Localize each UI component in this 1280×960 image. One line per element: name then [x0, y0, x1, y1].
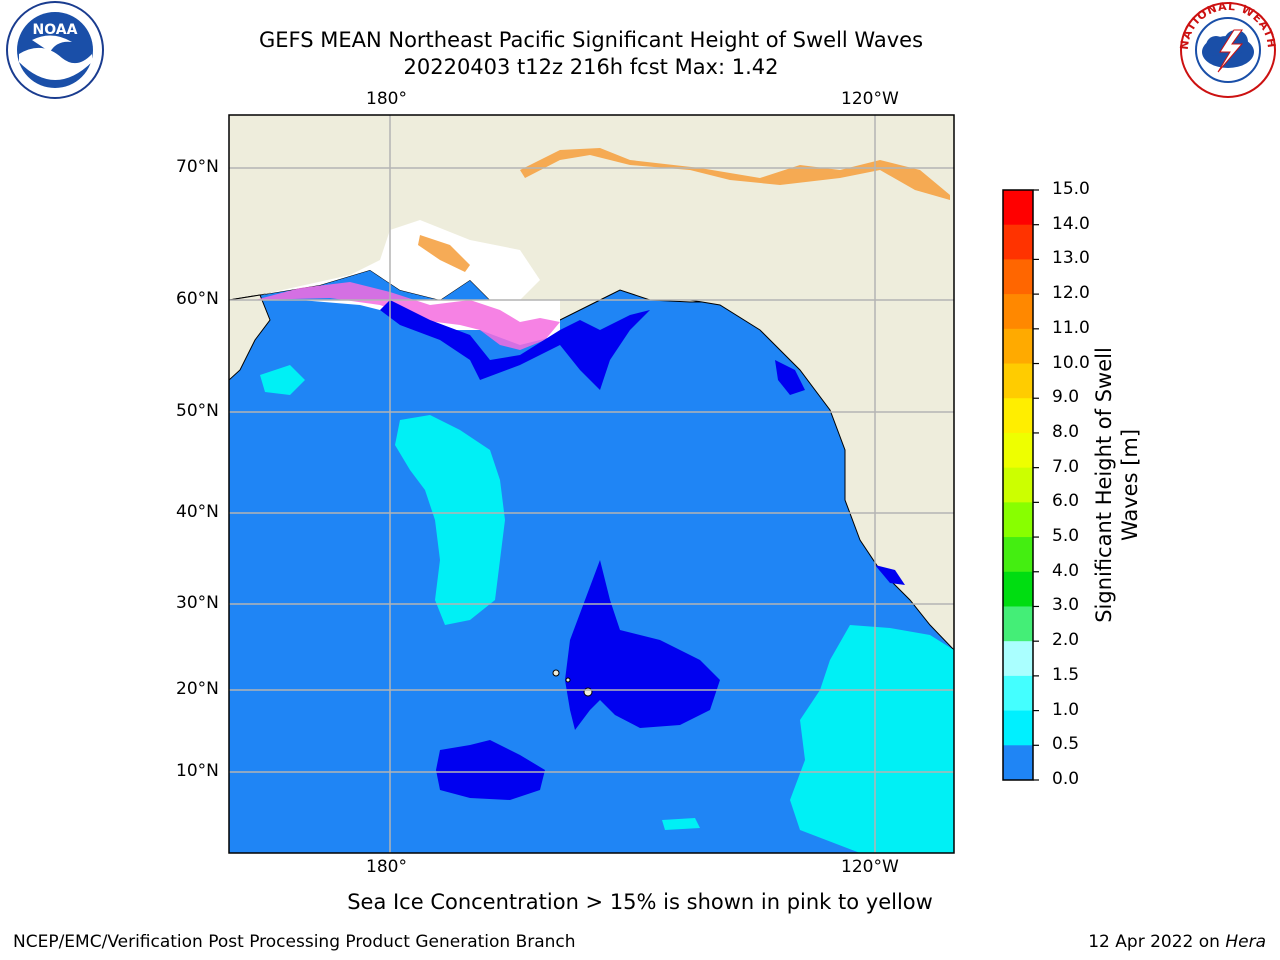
- colorbar-segment: [1003, 467, 1033, 503]
- colorbar-segment: [1003, 502, 1033, 538]
- colorbar-tick-label: 12.0: [1052, 283, 1090, 304]
- footer-host: Hera: [1225, 932, 1266, 952]
- colorbar-tick-label: 0.5: [1052, 734, 1080, 755]
- colorbar-tick-label: 15.0: [1052, 179, 1090, 199]
- colorbar-segment: [1003, 432, 1033, 469]
- colorbar-tick-label: 6.0: [1052, 491, 1080, 512]
- low-swell-coast-mexico: [875, 565, 905, 585]
- lon-label-top-180: 180°: [366, 89, 407, 109]
- colorbar-tick-label: 5.0: [1052, 526, 1080, 547]
- lat-label-70n: 70°N: [176, 157, 219, 177]
- colorbar-tick-label: 1.0: [1052, 699, 1080, 720]
- colorbar-segment: [1003, 363, 1033, 399]
- colorbar-segment: [1003, 224, 1033, 260]
- lat-label-40n: 40°N: [176, 502, 219, 522]
- colorbar-tick-label: 1.5: [1052, 664, 1080, 685]
- low-swell-central: [436, 740, 545, 800]
- colorbar-frame: [1002, 189, 1034, 781]
- noaa-logo: NOAA: [6, 1, 104, 99]
- map-frame: [228, 114, 955, 854]
- svg-text:NOAA: NOAA: [33, 22, 78, 38]
- island: [565, 677, 571, 683]
- footer-date: 12 Apr 2022 on: [1088, 932, 1226, 952]
- footer-right: 12 Apr 2022 on Hera: [1088, 932, 1266, 952]
- low-swell-gulf-alaska: [380, 300, 650, 390]
- nws-logo: NATIONAL WEATHER SERVICE: [1176, 0, 1277, 98]
- low-swell-coast-bc: [775, 360, 805, 395]
- sea-ice-note: Sea Ice Concentration > 15% is shown in …: [347, 890, 933, 914]
- colorbar-tick-label: 11.0: [1052, 317, 1090, 338]
- footer-left: NCEP/EMC/Verification Post Processing Pr…: [13, 932, 576, 952]
- colorbar-tick-label: 10.0: [1052, 352, 1090, 373]
- colorbar-tick-label: 14.0: [1052, 213, 1090, 234]
- colorbar-segment: [1003, 328, 1033, 365]
- low-swell-hawaii: [565, 560, 720, 730]
- lat-label-60n: 60°N: [176, 289, 219, 309]
- colorbar-segment: [1003, 641, 1033, 677]
- mid-swell-nw: [260, 365, 305, 395]
- colorbar-tick-label: 3.0: [1052, 595, 1080, 616]
- lon-label-bottom-180: 180°: [366, 857, 407, 877]
- colorbar-label-line1: Significant Height of Swell: [1092, 347, 1116, 623]
- lat-label-20n: 20°N: [176, 679, 219, 699]
- colorbar-segment: [1003, 606, 1033, 642]
- colorbar-label-line2: Waves [m]: [1118, 428, 1142, 542]
- colorbar-segment: [1003, 675, 1033, 712]
- colorbar-segment: [1003, 710, 1033, 746]
- mid-swell-east: [790, 625, 954, 853]
- land-north-america: [689, 299, 954, 651]
- colorbar-segment: [1003, 259, 1033, 295]
- mid-swell-south: [662, 818, 700, 830]
- colorbar-segment: [1003, 571, 1033, 607]
- colorbar-segment: [1003, 190, 1033, 226]
- colorbar-segment: [1003, 745, 1033, 781]
- colorbar: [1002, 189, 1039, 781]
- colorbar-segment: [1003, 294, 1033, 330]
- chart-subtitle: 20220403 t12z 216h fcst Max: 1.42: [403, 55, 779, 79]
- lat-label-30n: 30°N: [176, 593, 219, 613]
- lon-label-top-120w: 120°W: [841, 89, 899, 109]
- colorbar-tick-label: 7.0: [1052, 456, 1080, 477]
- colorbar-tick-label: 9.0: [1052, 387, 1080, 408]
- colorbar-segment: [1003, 398, 1033, 434]
- ice-bering: [260, 220, 540, 320]
- colorbar-tick-label: 13.0: [1052, 248, 1090, 269]
- island: [552, 669, 560, 677]
- island: [583, 687, 593, 697]
- ice-arctic-coast: [520, 148, 950, 200]
- chart-title: GEFS MEAN Northeast Pacific Significant …: [258, 28, 924, 52]
- lat-label-10n: 10°N: [176, 761, 219, 781]
- colorbar-tick-label: 4.0: [1052, 560, 1080, 581]
- graticule: [229, 115, 954, 853]
- lon-label-bottom-120w: 120°W: [841, 857, 899, 877]
- mid-swell-west: [395, 415, 505, 625]
- colorbar-segment: [1003, 537, 1033, 573]
- ice-edge-pink: [255, 282, 560, 350]
- colorbar-tick-label: 2.0: [1052, 630, 1080, 651]
- colorbar-tick-label: 0.0: [1052, 769, 1080, 789]
- ice-edge-orange: [418, 235, 470, 272]
- colorbar-tick-label: 8.0: [1052, 421, 1080, 442]
- lat-label-50n: 50°N: [176, 401, 219, 421]
